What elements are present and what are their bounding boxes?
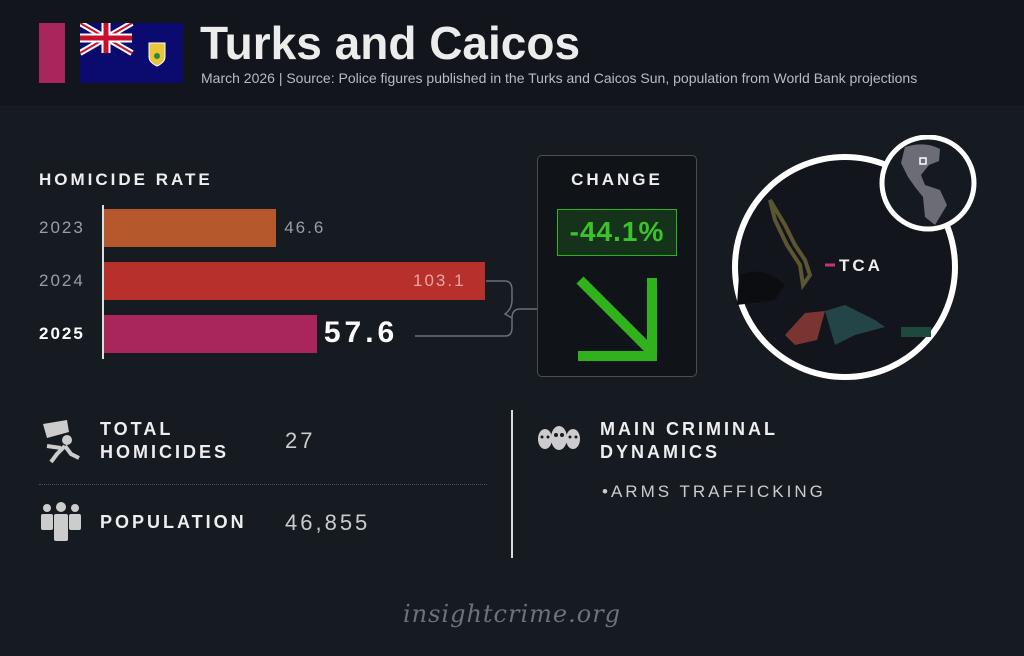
divider xyxy=(39,484,487,485)
value-label: 57.6 xyxy=(323,316,399,349)
subtitle: March 2026 | Source: Police figures publ… xyxy=(201,70,918,86)
bar-2025 xyxy=(104,315,317,353)
people-icon xyxy=(41,502,81,541)
vertical-divider xyxy=(511,410,513,558)
masked-criminals-icon xyxy=(538,426,580,450)
year-label: 2025 xyxy=(39,324,85,343)
change-label: CHANGE xyxy=(571,170,663,189)
location-map: TCA xyxy=(732,135,977,380)
dynamics-title: MAIN CRIMINAL DYNAMICS xyxy=(600,418,778,464)
bar-axis xyxy=(102,205,104,359)
population-label: POPULATION xyxy=(100,512,247,532)
change-value: -44.1% xyxy=(557,209,677,256)
change-panel xyxy=(537,155,697,377)
page-title: Turks and Caicos xyxy=(200,17,581,69)
value-label: 103.1 xyxy=(413,271,466,290)
year-label: 2023 xyxy=(39,218,85,237)
bar-2023 xyxy=(104,209,277,247)
total-homicides-label: TOTAL HOMICIDES xyxy=(100,418,229,464)
bar-2024 xyxy=(104,262,485,300)
value-label: 46.6 xyxy=(284,218,326,237)
chart-title: HOMICIDE RATE xyxy=(39,170,213,189)
homicide-icon xyxy=(43,420,80,464)
footer-link[interactable]: insightcrime.org xyxy=(402,600,622,628)
title-line: DYNAMICS xyxy=(600,442,721,462)
map-label: TCA xyxy=(839,256,883,275)
title-line: MAIN CRIMINAL xyxy=(600,419,778,439)
arrow-down-right-icon xyxy=(576,276,657,361)
label-line: TOTAL xyxy=(100,419,174,439)
year-label: 2024 xyxy=(39,271,85,290)
label-line: HOMICIDES xyxy=(100,442,230,462)
population-value: 46,855 xyxy=(285,510,371,535)
dynamics-item: •ARMS TRAFFICKING xyxy=(602,482,826,501)
total-homicides-value: 27 xyxy=(285,428,316,453)
accent-bar xyxy=(39,23,65,83)
turks-and-caicos-flag xyxy=(80,23,183,83)
connector-lines xyxy=(415,280,537,337)
